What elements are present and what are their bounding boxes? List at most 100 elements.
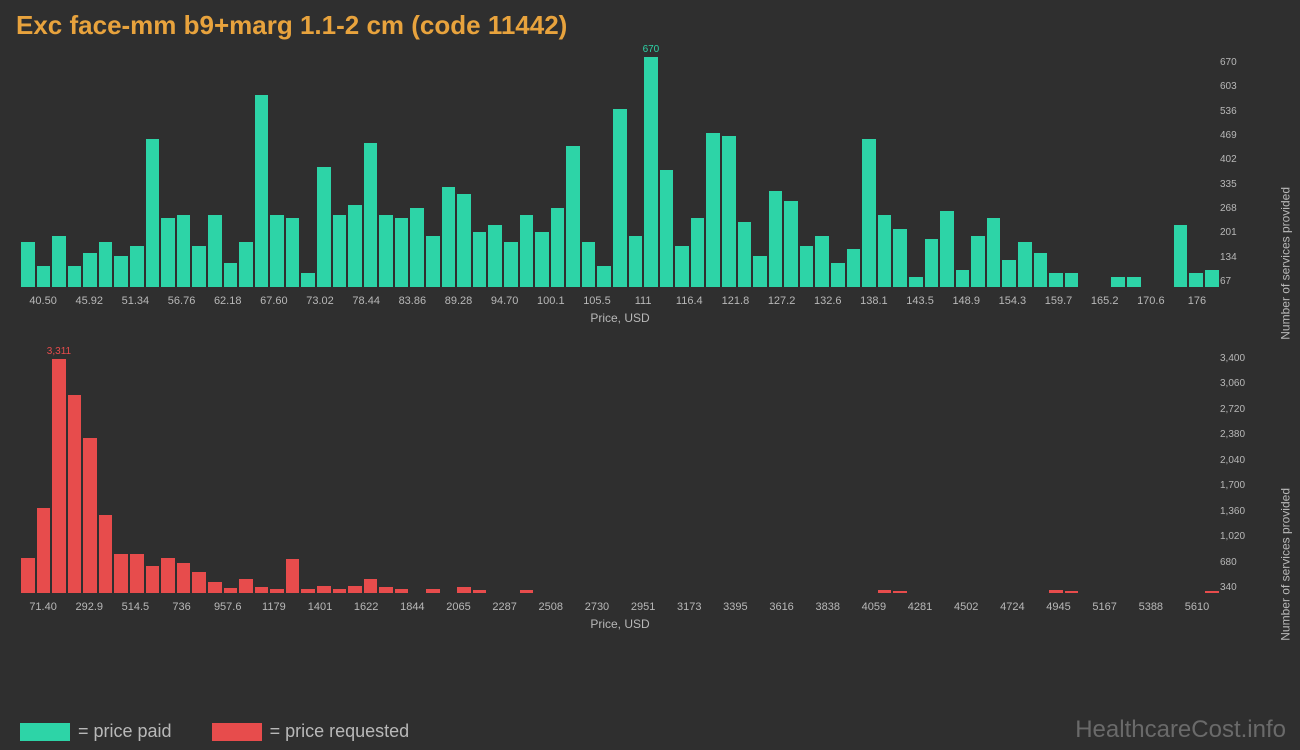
bar [520,215,534,287]
bar [21,558,35,593]
bar [520,590,534,593]
bar [1049,273,1063,287]
bar [1034,253,1048,287]
x-tick: 45.92 [66,295,112,307]
bar [1002,260,1016,287]
bar [691,218,705,287]
bar [1127,277,1141,287]
bar [675,246,689,287]
x-tick: 111 [620,295,666,307]
bar [301,273,315,287]
bar [68,266,82,287]
bar [473,590,487,593]
x-tick: 4945 [1035,601,1081,613]
bar [333,215,347,287]
x-tick: 514.5 [112,601,158,613]
bar [37,508,51,593]
peak-label: 670 [643,44,660,55]
bar [893,591,907,593]
bar [1049,590,1063,593]
bar [395,218,409,287]
x-tick: 1844 [389,601,435,613]
bar [286,218,300,287]
bar [83,438,97,593]
bar [177,563,191,593]
bar [270,589,284,593]
bar [146,139,160,287]
bar [956,270,970,287]
x-tick: 2508 [528,601,574,613]
bar [83,253,97,287]
bar [301,589,315,593]
bar [1018,242,1032,287]
bar [224,263,238,287]
x-axis-label-1: Price, USD [20,311,1220,325]
legend-swatch-paid [20,723,70,741]
bar [99,515,113,593]
bar [582,242,596,287]
bar [1205,591,1219,593]
bar [161,218,175,287]
bar [1205,270,1219,287]
x-tick: 5388 [1128,601,1174,613]
bar [847,249,861,287]
x-tick: 116.4 [666,295,712,307]
x-tick: 3838 [805,601,851,613]
watermark: HealthcareCost.info [1075,716,1286,744]
bar [192,246,206,287]
bar [379,587,393,593]
bar [457,587,471,593]
bar [706,133,720,287]
legend-label-requested: = price requested [270,721,410,742]
x-tick: 121.8 [712,295,758,307]
y-tick: 1,700 [1220,480,1250,491]
bar [208,582,222,593]
bar [130,246,144,287]
y-tick: 2,380 [1220,429,1250,440]
x-tick: 83.86 [389,295,435,307]
y-tick: 402 [1220,154,1250,165]
x-axis-label-2: Price, USD [20,617,1220,631]
x-tick: 5610 [1174,601,1220,613]
bar [114,256,128,287]
y-tick: 335 [1220,179,1250,190]
x-tick: 2287 [482,601,528,613]
bar [426,236,440,287]
bar [21,242,35,287]
y-tick: 469 [1220,130,1250,141]
page-title: Exc face-mm b9+marg 1.1-2 cm (code 11442… [0,0,1300,47]
bar: 670 [644,57,658,287]
y-tick: 1,360 [1220,506,1250,517]
bar [971,236,985,287]
bar [925,239,939,287]
x-tick: 148.9 [943,295,989,307]
x-tick: 292.9 [66,601,112,613]
bar [473,232,487,287]
bar [99,242,113,287]
x-tick: 1401 [297,601,343,613]
y-tick: 67 [1220,276,1250,287]
x-tick: 3173 [666,601,712,613]
x-tick: 105.5 [574,295,620,307]
y-tick: 340 [1220,582,1250,593]
y-tick: 268 [1220,203,1250,214]
x-tick: 1179 [251,601,297,613]
x-tick: 165.2 [1082,295,1128,307]
x-tick: 4281 [897,601,943,613]
x-tick: 957.6 [205,601,251,613]
y-axis-label-2: Number of services provided [1279,488,1293,641]
bar [597,266,611,287]
bar [1065,591,1079,593]
y-tick: 2,040 [1220,455,1250,466]
x-tick: 176 [1174,295,1220,307]
bar [442,187,456,287]
x-tick: 67.60 [251,295,297,307]
x-tick: 4724 [989,601,1035,613]
bar [224,588,238,593]
x-tick: 4502 [943,601,989,613]
y-tick: 3,060 [1220,378,1250,389]
x-tick: 73.02 [297,295,343,307]
x-tick: 62.18 [205,295,251,307]
bar [348,205,362,287]
bar [987,218,1001,287]
